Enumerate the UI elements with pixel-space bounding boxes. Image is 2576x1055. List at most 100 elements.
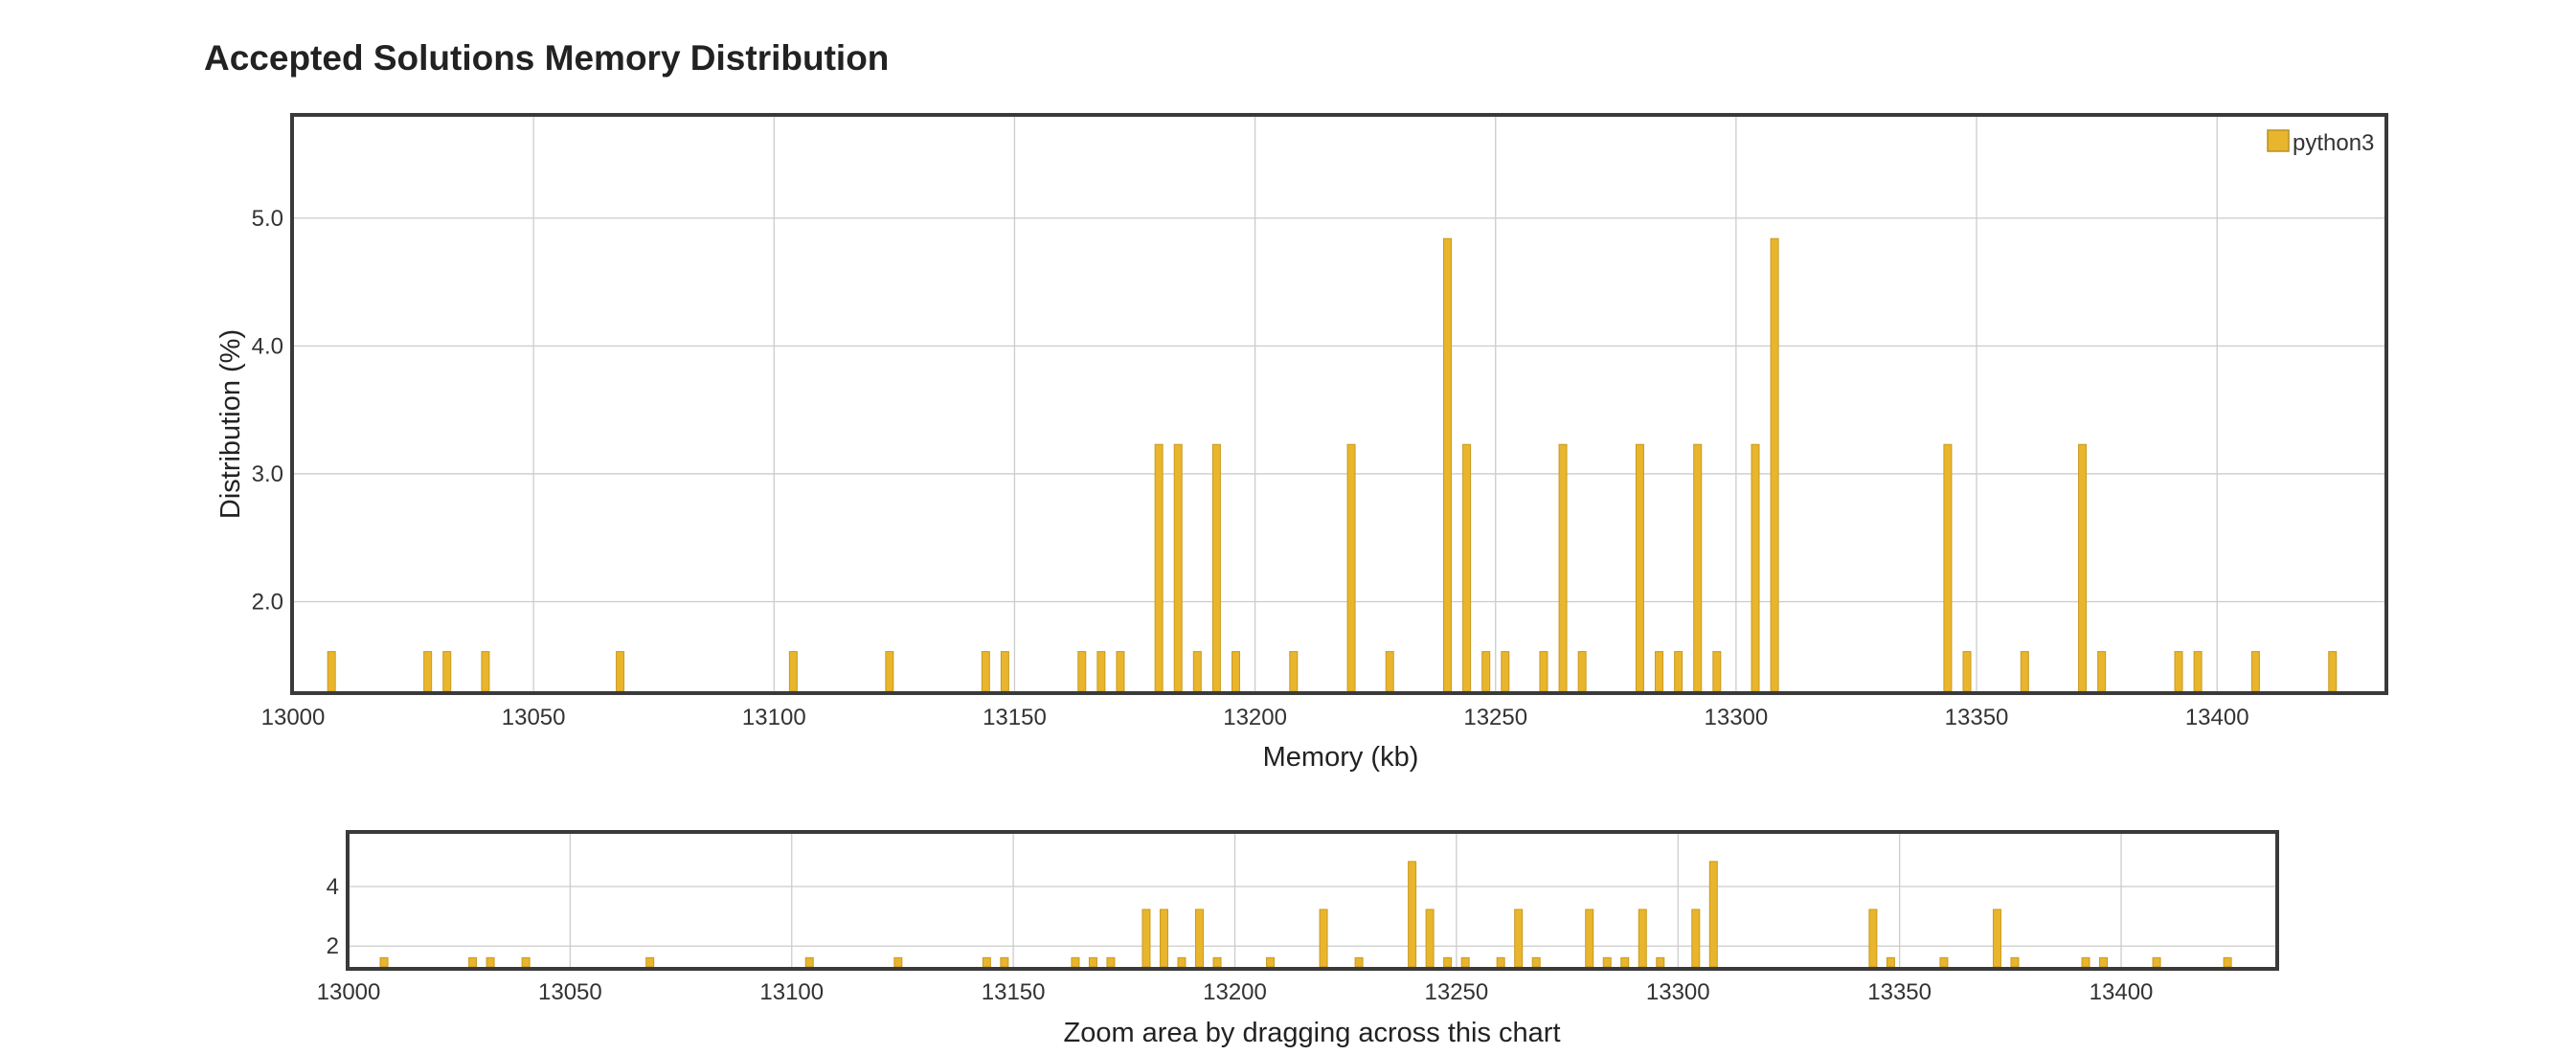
navigator-bar[interactable] — [1408, 861, 1417, 968]
main-bar[interactable] — [788, 651, 798, 692]
main-bar[interactable] — [1385, 651, 1394, 692]
main-bar[interactable] — [1751, 443, 1760, 692]
navigator-bar[interactable] — [2081, 956, 2090, 968]
navigator-bar[interactable] — [1939, 956, 1949, 968]
main-bar[interactable] — [1077, 651, 1087, 692]
navigator-bar[interactable] — [521, 956, 531, 968]
navigator-bar[interactable] — [1141, 909, 1151, 968]
main-bar[interactable] — [1096, 651, 1106, 692]
navigator-bar[interactable] — [2152, 956, 2161, 968]
y-axis-title: Distribution (%) — [215, 329, 246, 519]
main-bar[interactable] — [1674, 651, 1683, 692]
main-bar[interactable] — [616, 651, 625, 692]
legend-label: python3 — [2293, 130, 2374, 156]
main-bar[interactable] — [1712, 651, 1722, 692]
navigator-bars — [379, 861, 2232, 968]
main-bar[interactable] — [1558, 443, 1568, 692]
main-bar[interactable] — [2193, 651, 2203, 692]
navigator-x-tick-label: 13350 — [1867, 979, 1932, 1005]
main-bar[interactable] — [1770, 237, 1779, 692]
navigator-bar[interactable] — [1194, 909, 1204, 968]
main-bar[interactable] — [1539, 651, 1548, 692]
main-bar[interactable] — [1346, 443, 1356, 692]
navigator-bar[interactable] — [1656, 956, 1665, 968]
navigator-bar[interactable] — [1514, 909, 1524, 968]
navigator-bar[interactable] — [1088, 956, 1097, 968]
main-bar[interactable] — [1462, 443, 1472, 692]
main-bar[interactable] — [1962, 651, 1972, 692]
navigator-bar[interactable] — [468, 956, 478, 968]
navigator-bar[interactable] — [1354, 956, 1364, 968]
navigator-bar[interactable] — [1266, 956, 1276, 968]
main-bar[interactable] — [1232, 651, 1241, 692]
main-bar[interactable] — [1655, 651, 1664, 692]
navigator-bar[interactable] — [1159, 909, 1168, 968]
main-bar[interactable] — [2097, 651, 2107, 692]
main-bar[interactable] — [1577, 651, 1587, 692]
navigator-bar[interactable] — [1585, 909, 1594, 968]
main-bar[interactable] — [1192, 651, 1202, 692]
navigator-x-tick-label: 13000 — [317, 979, 381, 1005]
main-x-tick-label: 13250 — [1463, 705, 1527, 730]
navigator-bar[interactable] — [1460, 956, 1470, 968]
main-bar[interactable] — [481, 651, 490, 692]
navigator-bar[interactable] — [1319, 909, 1328, 968]
navigator-bar[interactable] — [1000, 956, 1009, 968]
navigator-bar[interactable] — [1992, 909, 2001, 968]
main-bar[interactable] — [1289, 651, 1299, 692]
navigator-bar[interactable] — [1868, 909, 1878, 968]
navigator-bar[interactable] — [486, 956, 495, 968]
navigator-bar[interactable] — [893, 956, 903, 968]
navigator-bar[interactable] — [1212, 956, 1222, 968]
main-bars — [327, 237, 2338, 692]
main-bar[interactable] — [1693, 443, 1703, 692]
main-bar[interactable] — [327, 651, 336, 692]
navigator-bar[interactable] — [1106, 956, 1116, 968]
main-bar[interactable] — [1116, 651, 1125, 692]
main-bar[interactable] — [1154, 443, 1164, 692]
legend[interactable]: python3 — [2267, 129, 2374, 156]
navigator-bar[interactable] — [1531, 956, 1541, 968]
navigator-bar[interactable] — [1425, 909, 1435, 968]
main-bar[interactable] — [1211, 443, 1221, 692]
navigator-x-tick-label: 13300 — [1646, 979, 1710, 1005]
navigator-frame[interactable] — [346, 830, 2279, 971]
main-bar[interactable] — [1000, 651, 1009, 692]
navigator-bar[interactable] — [1886, 956, 1895, 968]
navigator-bar[interactable] — [1708, 861, 1718, 968]
navigator-bar[interactable] — [1071, 956, 1080, 968]
main-bar[interactable] — [1481, 651, 1491, 692]
navigator-bar[interactable] — [1496, 956, 1505, 968]
main-bar[interactable] — [885, 651, 894, 692]
navigator-plot[interactable]: 13000 13050 13100 13150 13200 13250 13300 13350… — [317, 830, 2279, 1048]
navigator-bar[interactable] — [1638, 909, 1647, 968]
main-bar[interactable] — [423, 651, 433, 692]
main-bar[interactable] — [2020, 651, 2029, 692]
main-bar[interactable] — [442, 651, 452, 692]
main-bar[interactable] — [2250, 651, 2260, 692]
navigator-bar[interactable] — [2010, 956, 2020, 968]
navigator-bar[interactable] — [645, 956, 655, 968]
main-bar[interactable] — [2328, 651, 2338, 692]
main-bar[interactable] — [1443, 237, 1453, 692]
main-bar[interactable] — [1173, 443, 1183, 692]
navigator-bar[interactable] — [1602, 956, 1612, 968]
navigator-bar[interactable] — [2223, 956, 2232, 968]
navigator-bar[interactable] — [1443, 956, 1453, 968]
navigator-bar[interactable] — [982, 956, 991, 968]
navigator-bar[interactable] — [804, 956, 814, 968]
main-bar[interactable] — [2078, 443, 2088, 692]
navigator-bar[interactable] — [1691, 909, 1701, 968]
chart-title: Accepted Solutions Memory Distribution — [204, 38, 890, 78]
navigator-bar[interactable] — [1620, 956, 1630, 968]
main-bar[interactable] — [1501, 651, 1510, 692]
navigator-bar[interactable] — [379, 956, 389, 968]
navigator-bar[interactable] — [2099, 956, 2109, 968]
main-bar[interactable] — [981, 651, 990, 692]
main-bar[interactable] — [1943, 443, 1953, 692]
main-bar[interactable] — [1635, 443, 1644, 692]
main-x-ticks: 13000 13050 13100 13150 13200 13250 13300 13350… — [261, 705, 2249, 730]
navigator-bar[interactable] — [1177, 956, 1186, 968]
main-bar[interactable] — [2174, 651, 2183, 692]
main-grid — [292, 116, 2385, 691]
